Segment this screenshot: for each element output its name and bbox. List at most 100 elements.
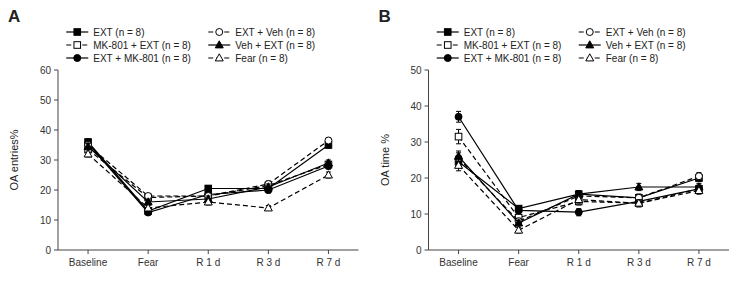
legend-item: Fear (n = 8) [579,53,659,64]
y-tick [425,70,429,71]
y-tick [425,106,429,107]
y-tick-label: 50 [410,65,422,76]
legend-item: Fear (n = 8) [208,53,288,64]
marker [264,204,272,211]
y-tick [425,214,429,215]
error-bar-cap [456,122,461,123]
series [455,151,703,226]
x-tick [208,250,209,254]
x-tick [328,250,329,254]
y-tick-label: 30 [40,155,52,166]
series-line [459,158,699,221]
y-tick [425,142,429,143]
series [85,137,332,200]
marker [85,142,92,149]
x-tick-label: Fear [138,257,159,268]
y-tick-label: 0 [416,245,422,256]
legend-label: EXT + Veh (n = 8) [606,27,686,38]
legend-label: EXT + Veh (n = 8) [235,27,315,38]
legend-item: MK-801 + EXT (n = 8) [66,40,191,51]
error-bar [576,209,581,216]
series-line [88,154,328,208]
x-tick-label: R 7 d [687,257,711,268]
x-tick-label: R 3 d [256,257,280,268]
series [455,153,702,225]
legend-marker [216,29,223,36]
marker [84,142,92,149]
y-tick-label: 0 [45,245,51,256]
series [84,142,332,205]
legend-label: MK-801 + EXT (n = 8) [93,40,191,51]
legend-marker [215,54,223,61]
marker [515,207,522,214]
x-tick-label: R 1 d [196,257,220,268]
plot-area [455,111,703,233]
x-tick-label: Baseline [69,257,108,268]
panel-title: B [379,7,391,26]
x-tick [148,250,149,254]
marker [455,152,463,159]
marker [515,226,523,233]
y-tick [425,250,429,251]
series [85,140,332,216]
y-tick [54,250,58,251]
plot-area [84,137,332,216]
error-bar [516,208,521,214]
y-tick [425,178,429,179]
marker [695,186,703,193]
series-line [88,150,328,198]
y-tick-label: 20 [40,185,52,196]
legend-label: Fear (n = 8) [606,53,659,64]
marker [324,159,332,166]
series-line [88,144,328,213]
x-tick [578,250,579,254]
legend-item: EXT + Veh (n = 8) [208,27,315,38]
error-bar-cap [456,143,461,144]
error-bar-cap [456,129,461,130]
marker [455,133,462,140]
legend-marker [74,55,81,62]
figure: A0102030405060BaselineFearR 1 dR 3 dR 7 … [0,0,741,290]
x-tick-label: R 7 d [316,257,340,268]
y-tick-label: 40 [410,101,422,112]
series-line [88,142,328,211]
legend-label: Veh + EXT (n = 8) [606,40,686,51]
marker [144,204,152,211]
x-tick [268,250,269,254]
error-bar [456,111,461,122]
error-bar [456,129,461,143]
y-axis-label: OA time % [379,134,391,186]
y-tick [54,190,58,191]
legend-marker [444,42,451,49]
series-line [88,141,328,197]
y-tick-label: 30 [410,137,422,148]
marker [455,113,462,120]
series-line [459,137,699,218]
x-tick-label: Baseline [439,257,478,268]
y-axis-label: OA entries% [8,129,20,190]
y-tick-label: 20 [410,173,422,184]
error-bar [696,173,701,180]
x-tick [518,250,519,254]
legend-label: Veh + EXT (n = 8) [235,40,315,51]
y-tick-label: 10 [40,215,52,226]
legend-marker [586,29,593,36]
legend-marker [444,55,451,62]
legend-label: Fear (n = 8) [235,53,288,64]
legend-marker [215,41,223,48]
legend: EXT (n = 8) MK-801 + EXT (n = 8) EXT + MK-… [66,27,315,64]
x-tick-label: R 1 d [567,257,591,268]
marker [695,173,702,180]
legend-label: EXT + MK-801 (n = 8) [93,53,191,64]
marker [325,137,332,144]
marker [575,195,583,202]
error-bar-cap [456,170,461,171]
y-tick-label: 40 [40,125,52,136]
legend-item: EXT (n = 8) [66,27,144,38]
legend-item: Veh + EXT (n = 8) [579,40,686,51]
marker [635,183,643,190]
legend-item: EXT (n = 8) [437,27,515,38]
series-line [459,165,699,230]
panel: B01020304050BaselineFearR 1 dR 3 dR 7 dO… [379,7,730,268]
legend-marker [74,29,81,36]
